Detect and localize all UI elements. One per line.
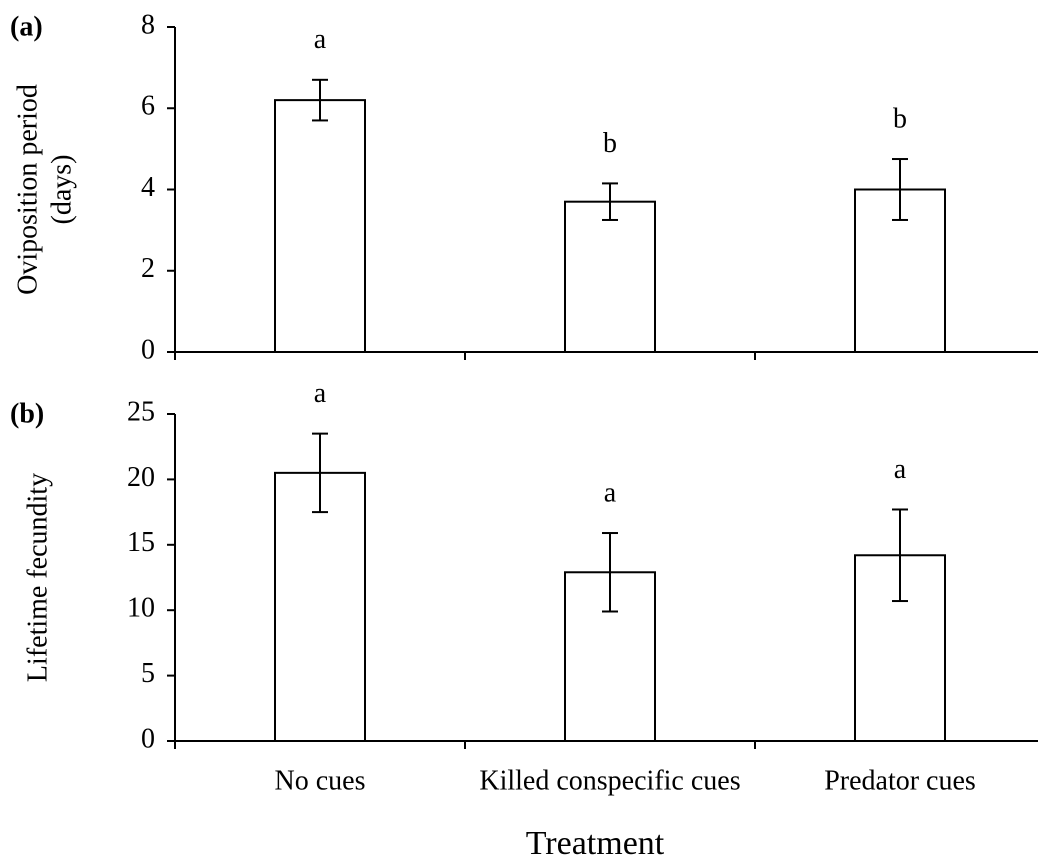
significance-letter: a [314,24,327,55]
y-axis-label: Lifetime fecundity [22,473,53,682]
significance-letter: a [314,378,327,409]
x-tick-label: No cues [275,765,366,796]
x-tick-label: Predator cues [824,765,976,796]
bar [854,188,946,353]
bar [274,99,366,353]
x-tick-label: Killed conspecific cues [479,765,740,796]
y-tick-label: 15 [127,527,155,558]
significance-letter: b [603,128,617,159]
significance-letter: a [894,454,907,485]
x-axis-label: Treatment [526,825,665,862]
panel-label: (a) [10,11,43,42]
bar [564,200,656,353]
y-tick-label: 25 [127,396,155,427]
panel-label: (b) [10,398,44,429]
y-tick-label: 0 [141,723,155,754]
y-tick-label: 5 [141,658,155,689]
y-axis-label: (days) [46,155,77,225]
y-axis-label: Oviposition period [12,84,43,295]
y-tick-label: 20 [127,462,155,493]
y-tick-label: 4 [141,172,155,203]
y-tick-label: 2 [141,253,155,284]
y-tick-label: 6 [141,91,155,122]
y-tick-label: 8 [141,9,155,40]
significance-letter: a [604,477,617,508]
bar [274,471,366,742]
y-tick-label: 10 [127,593,155,624]
y-tick-label: 0 [141,334,155,365]
significance-letter: b [893,103,907,134]
